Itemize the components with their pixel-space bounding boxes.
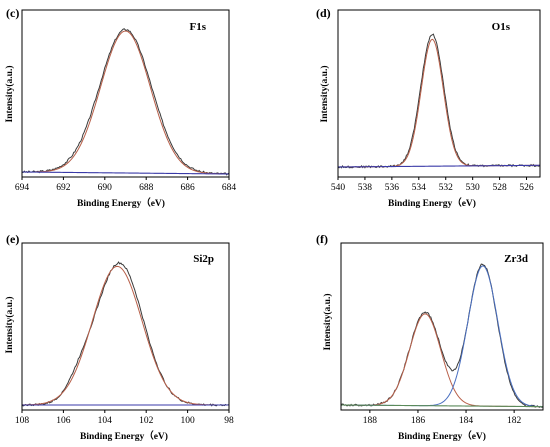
panel-f-title: Zr3d xyxy=(504,253,528,265)
panel-c-background-line-2 xyxy=(21,171,230,175)
panel-c-x-tick-label-1: 692 xyxy=(56,183,71,193)
panel-d-frame xyxy=(337,9,541,178)
panel-c-x-tick-label-5: 684 xyxy=(222,183,237,193)
panel-e-xlabel: Binding Energy（eV) xyxy=(80,430,168,442)
panel-d-x-tick-label-6: 528 xyxy=(492,183,507,193)
panel-c-measured-line-0 xyxy=(21,28,230,176)
panel-f-x-tick-label-1: 186 xyxy=(411,416,426,426)
panel-d-xlabel: Binding Energy（eV) xyxy=(388,197,476,209)
panel-e-ylabel: Intensity(a.u.) xyxy=(4,296,15,353)
panel-d-x-tick-label-5: 530 xyxy=(466,183,481,193)
panel-f-fit-line-2 xyxy=(340,265,544,408)
panel-d-marks xyxy=(337,33,541,169)
panel-f-ylabel: Intensity(a.u.) xyxy=(322,293,333,350)
panel-c-frame xyxy=(21,9,230,178)
panel-d-x-tick-label-4: 532 xyxy=(439,183,454,193)
panel-f-xlabel: Binding Energy（eV) xyxy=(398,430,486,442)
panel-f-measured-line-0 xyxy=(340,263,544,409)
panel-d-ticks: 540 538 536 534 532 530 528 526 xyxy=(331,177,534,193)
panel-c-x-tick-label-2: 690 xyxy=(98,183,113,193)
panel-d-x-tick-label-0: 540 xyxy=(331,183,346,193)
panel-c-x-tick-label-0: 694 xyxy=(15,183,30,193)
panel-d: (d) O1s Intensity(a.u.) Binding Energy（e… xyxy=(316,6,541,209)
panel-c-x-tick-label-4: 686 xyxy=(180,183,195,193)
panel-d-measured-line-0 xyxy=(337,33,541,169)
panel-e: (e) Si2p Intensity(a.u.) Binding Energy（… xyxy=(4,232,234,442)
panel-c-x-tick-label-3: 688 xyxy=(139,183,154,193)
panel-f-x-tick-label-3: 182 xyxy=(507,416,522,426)
panel-d-label: (d) xyxy=(316,6,331,20)
panel-d-x-tick-label-2: 536 xyxy=(385,183,400,193)
panel-e-frame xyxy=(21,242,230,411)
panel-e-x-tick-label-4: 100 xyxy=(180,416,195,426)
panel-d-x-tick-label-1: 538 xyxy=(358,183,373,193)
panel-f-fit-line-1 xyxy=(340,313,544,408)
panel-d-fit-line-1 xyxy=(337,38,541,168)
panel-f-label: (f) xyxy=(316,232,328,246)
panel-c: (c) F1s Intensity(a.u.) Binding Energy（e… xyxy=(4,6,236,209)
panel-f: (f) Zr3d Intensity(a.u.) Binding Energy（… xyxy=(316,232,544,442)
panel-e-x-tick-label-0: 108 xyxy=(15,416,30,426)
panel-e-x-tick-label-3: 102 xyxy=(139,416,154,426)
panel-c-fit-line-1 xyxy=(22,30,230,175)
panel-e-x-tick-label-5: 98 xyxy=(224,416,234,426)
panel-e-ticks: 108 106 104 102 100 98 xyxy=(15,410,234,426)
panel-c-xlabel: Binding Energy（eV) xyxy=(77,197,165,209)
panel-d-x-tick-label-7: 526 xyxy=(519,183,534,193)
panel-d-ylabel: Intensity(a.u.) xyxy=(319,65,330,122)
panel-e-measured-line-0 xyxy=(21,261,230,407)
panel-c-label: (c) xyxy=(6,6,19,20)
panel-c-ticks: 694 692 690 688 686 684 xyxy=(15,177,237,193)
panel-f-frame xyxy=(340,242,544,411)
panel-f-x-tick-label-2: 184 xyxy=(459,416,474,426)
panel-f-background-line-3 xyxy=(340,404,544,408)
panel-c-title: F1s xyxy=(190,21,207,33)
panel-e-marks xyxy=(21,261,230,407)
panel-f-x-tick-label-0: 188 xyxy=(363,416,378,426)
panel-c-ylabel: Intensity(a.u.) xyxy=(4,65,15,122)
panel-d-title: O1s xyxy=(492,21,511,33)
panel-f-ticks: 188 186 184 182 xyxy=(363,410,522,426)
panel-c-marks xyxy=(21,28,230,176)
panel-d-background-line-2 xyxy=(337,164,541,168)
panel-d-x-tick-label-3: 534 xyxy=(412,183,427,193)
panel-e-title: Si2p xyxy=(193,253,214,265)
panel-f-marks xyxy=(340,263,544,409)
panel-e-x-tick-label-1: 106 xyxy=(56,416,71,426)
panel-e-x-tick-label-2: 104 xyxy=(98,416,113,426)
panel-e-label: (e) xyxy=(6,232,19,246)
panel-e-fit-line-1 xyxy=(21,265,229,406)
